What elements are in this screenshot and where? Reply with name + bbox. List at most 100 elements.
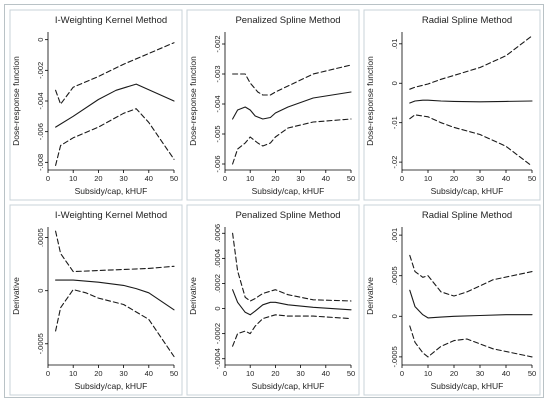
chart-panel-3: Radial Spline Method 0 10 20 30 40 50 -.02 -.01 0… [363, 9, 541, 201]
x-tick-label: 10 [69, 174, 77, 183]
x-axis-label: Subsidy/cap, kHUF [431, 381, 504, 391]
x-tick-label: 30 [119, 174, 127, 183]
chart-title: Penalized Spline Method [235, 210, 340, 221]
x-tick-label: 30 [119, 369, 127, 378]
y-tick-label: .001 [390, 228, 399, 243]
x-tick-label: 20 [271, 174, 279, 183]
confidence-bound-line [232, 64, 352, 96]
x-tick-label: 40 [502, 369, 510, 378]
x-tick-label: 20 [94, 369, 102, 378]
estimate-line [232, 91, 352, 120]
x-tick-label: 40 [322, 174, 330, 183]
x-tick-label: 0 [400, 369, 404, 378]
y-tick-label: 0 [36, 289, 45, 293]
x-tick-label: 40 [502, 174, 510, 183]
confidence-bound-line [232, 232, 352, 302]
x-axis-label: Subsidy/cap, kHUF [431, 186, 504, 196]
y-tick-label: -.004 [213, 95, 222, 112]
confidence-bound-line [55, 230, 175, 273]
x-tick-label: 20 [450, 369, 458, 378]
y-axis-label: Derivative [188, 277, 198, 315]
y-tick-label: -.0004 [213, 348, 222, 369]
chart-title: I-Weighting Kernel Method [55, 210, 167, 221]
panel-background [363, 9, 541, 201]
x-tick-label: 50 [347, 174, 355, 183]
y-axis-label: Dose-response function [188, 56, 198, 146]
y-axis-label: Dose-response function [11, 56, 21, 146]
y-tick-label: -.0002 [213, 323, 222, 344]
chart-title: Penalized Spline Method [235, 15, 340, 26]
x-tick-label: 0 [223, 369, 227, 378]
panel-background [9, 9, 183, 201]
y-tick-label: .0005 [36, 228, 45, 247]
y-tick-label: -.002 [213, 35, 222, 52]
chart-panel-4: I-Weighting Kernel Method 0 10 20 30 40 50 -.00… [9, 204, 183, 396]
x-tick-label: 0 [46, 369, 50, 378]
x-tick-label: 40 [145, 174, 153, 183]
chart-title: Radial Spline Method [422, 210, 512, 221]
estimate-line [409, 289, 533, 319]
estimate-line [409, 99, 533, 104]
y-tick-label: -.004 [36, 92, 45, 109]
x-tick-label: 10 [246, 174, 254, 183]
x-tick-label: 40 [322, 369, 330, 378]
estimate-line [55, 83, 175, 128]
y-tick-label: -.02 [390, 156, 399, 169]
x-axis-label: Subsidy/cap, kHUF [252, 381, 325, 391]
y-tick-label: -.005 [213, 125, 222, 142]
estimate-line [55, 279, 175, 311]
chart-panel-5: Penalized Spline Method 0 10 20 30 40 50 -.0004… [186, 204, 360, 396]
x-tick-label: 40 [145, 369, 153, 378]
chart-title: I-Weighting Kernel Method [55, 15, 167, 26]
x-tick-label: 50 [528, 174, 536, 183]
confidence-bound-line [409, 35, 533, 90]
estimate-line [232, 289, 352, 316]
y-tick-label: -.006 [213, 155, 222, 172]
y-tick-label: -.003 [213, 65, 222, 82]
y-tick-label: .0006 [213, 224, 222, 243]
x-tick-label: 50 [347, 369, 355, 378]
y-tick-label: .01 [390, 39, 399, 49]
x-tick-label: 50 [170, 174, 178, 183]
y-tick-label: .0004 [213, 249, 222, 268]
confidence-bound-line [55, 289, 175, 358]
x-tick-label: 10 [246, 369, 254, 378]
panel-background [9, 204, 183, 396]
x-tick-label: 20 [94, 174, 102, 183]
chart-panel-2: Penalized Spline Method 0 10 20 30 40 50 -.006 -… [186, 9, 360, 201]
y-axis-label: Derivative [365, 277, 375, 315]
y-tick-label: -.008 [36, 154, 45, 171]
confidence-bound-line [55, 108, 175, 166]
y-tick-label: .0002 [213, 274, 222, 293]
x-tick-label: 0 [46, 174, 50, 183]
y-tick-label: -.0005 [36, 333, 45, 354]
x-tick-label: 30 [476, 369, 484, 378]
x-tick-label: 0 [400, 174, 404, 183]
y-tick-label: -.01 [390, 116, 399, 129]
y-tick-label: 0 [36, 38, 45, 42]
x-tick-label: 0 [223, 174, 227, 183]
x-tick-label: 10 [424, 369, 432, 378]
x-tick-label: 10 [424, 174, 432, 183]
panel-background [363, 204, 541, 396]
y-tick-label: 0 [213, 306, 222, 310]
y-tick-label: .0005 [390, 266, 399, 285]
y-tick-label: -.0005 [390, 346, 399, 367]
x-axis-label: Subsidy/cap, kHUF [75, 381, 148, 391]
x-tick-label: 30 [296, 174, 304, 183]
x-tick-label: 20 [271, 369, 279, 378]
y-tick-label: 0 [390, 314, 399, 318]
x-axis-label: Subsidy/cap, kHUF [252, 186, 325, 196]
x-tick-label: 30 [296, 369, 304, 378]
chart-title: Radial Spline Method [422, 15, 512, 26]
x-tick-label: 50 [170, 369, 178, 378]
y-axis-label: Dose-response function [365, 56, 375, 146]
confidence-bound-line [232, 314, 352, 347]
confidence-bound-line [409, 114, 533, 167]
y-tick-label: -.002 [36, 62, 45, 79]
y-tick-label: 0 [390, 81, 399, 85]
x-tick-label: 10 [69, 369, 77, 378]
y-tick-label: -.006 [36, 123, 45, 140]
